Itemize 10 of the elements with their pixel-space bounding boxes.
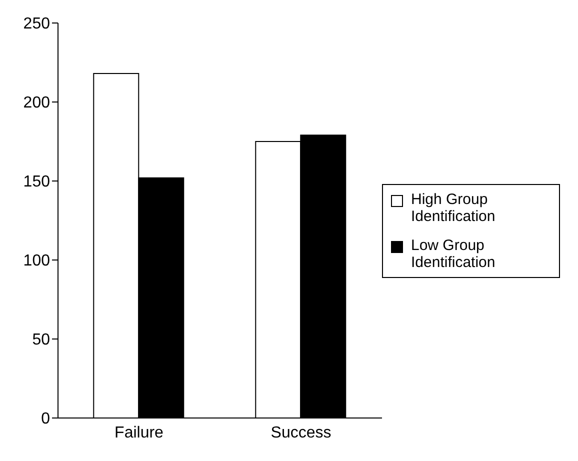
y-tick-label: 0 <box>41 410 50 428</box>
y-tick-label: 200 <box>23 94 50 112</box>
x-tick-label: Success <box>270 424 332 442</box>
x-tick-label: Failure <box>114 424 164 442</box>
y-tick-label: 150 <box>23 174 50 191</box>
y-tick-label: 100 <box>23 252 50 270</box>
legend-label: Low Group Identification <box>411 236 496 270</box>
legend-label: High Group Identification <box>411 190 496 224</box>
y-tick-label: 250 <box>23 16 50 33</box>
y-tick-label: 50 <box>32 332 50 349</box>
